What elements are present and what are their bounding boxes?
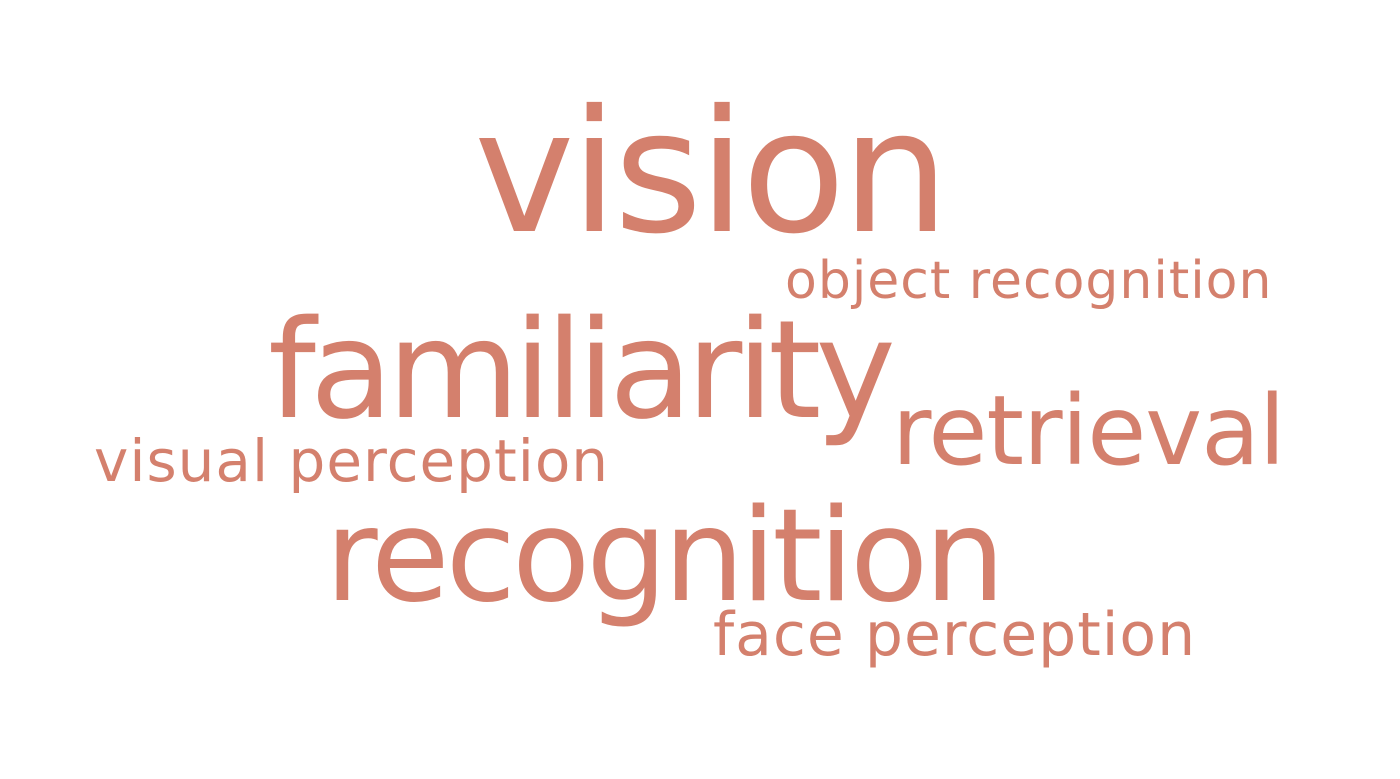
word-vision: vision — [474, 74, 949, 272]
word-retrieval: retrieval — [892, 375, 1286, 487]
word-recognition: recognition — [325, 482, 1005, 631]
word-familiarity: familiarity — [268, 292, 896, 450]
word-face-perception: face perception — [713, 600, 1197, 670]
word-object-recognition: object recognition — [785, 251, 1273, 311]
word-visual-perception: visual perception — [94, 427, 610, 495]
